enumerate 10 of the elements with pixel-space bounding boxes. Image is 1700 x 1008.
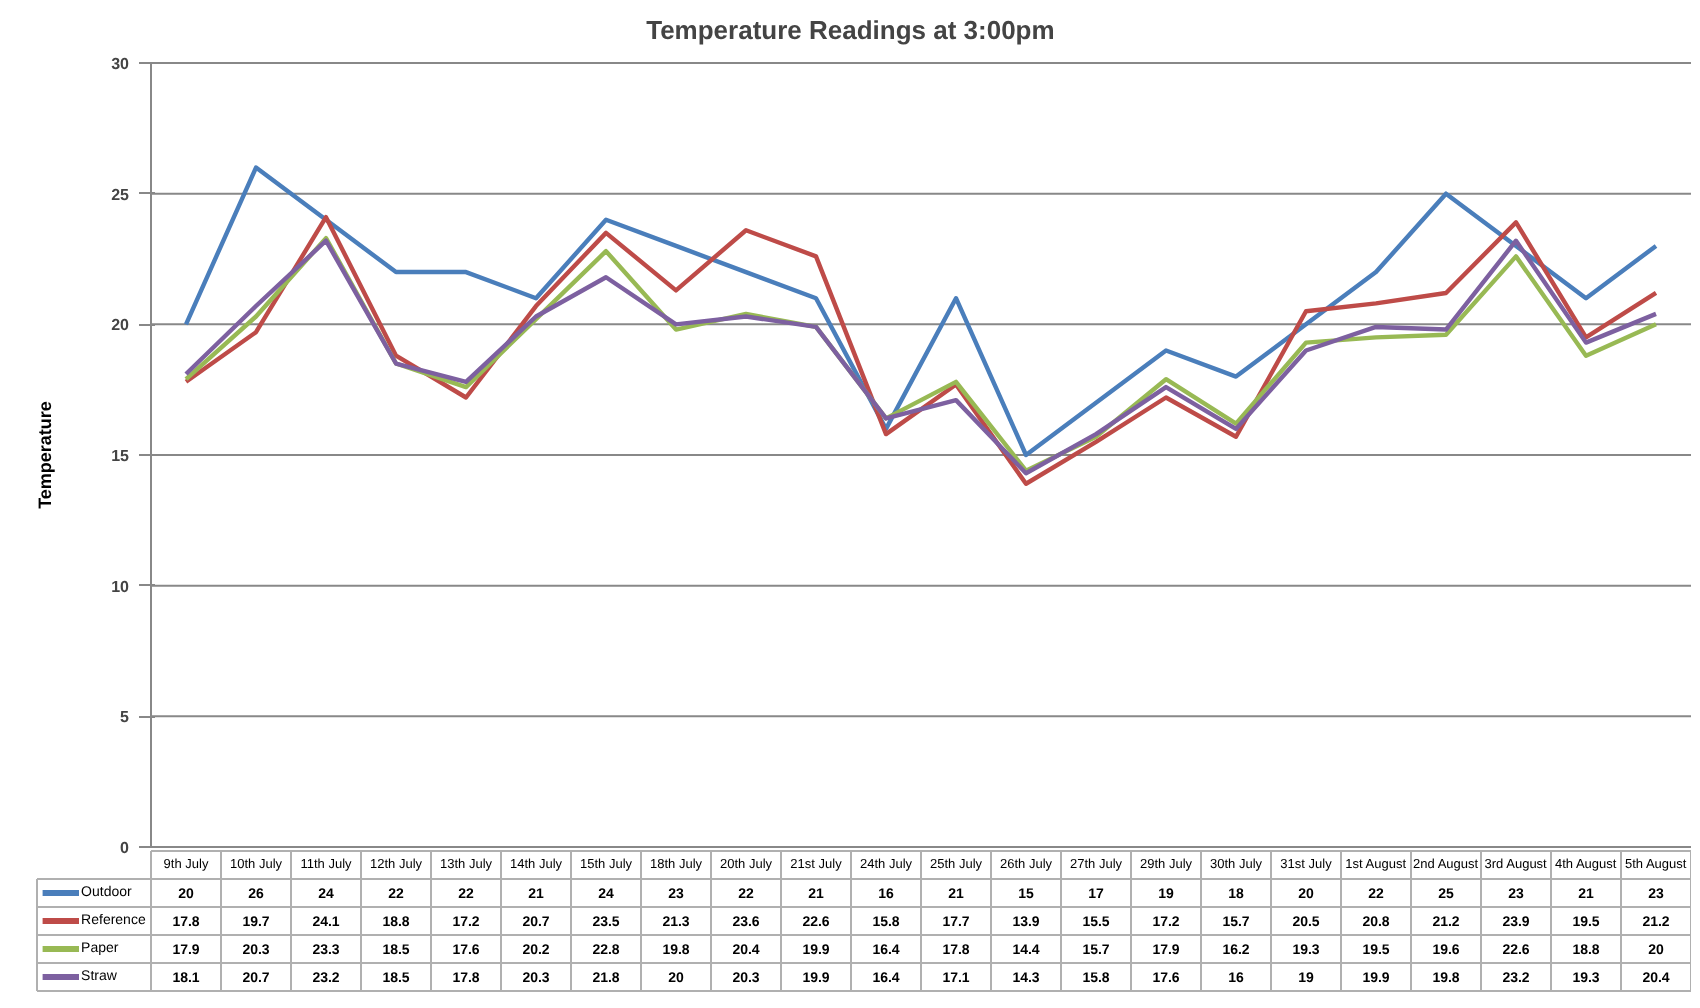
y-tick-label: 20 bbox=[111, 316, 131, 335]
y-tick-label: 0 bbox=[120, 839, 131, 857]
y-tick-label: 25 bbox=[111, 185, 131, 204]
y-tick-label: 10 bbox=[111, 577, 131, 596]
line-series bbox=[183, 165, 1659, 458]
y-tick-label: 15 bbox=[111, 447, 131, 465]
y-axis-title: Temperature bbox=[35, 401, 55, 509]
y-tick-label: 30 bbox=[111, 55, 131, 73]
chart-title: Temperature Readings at 3:00pm bbox=[646, 15, 1055, 45]
y-tick-label: 5 bbox=[120, 708, 131, 727]
